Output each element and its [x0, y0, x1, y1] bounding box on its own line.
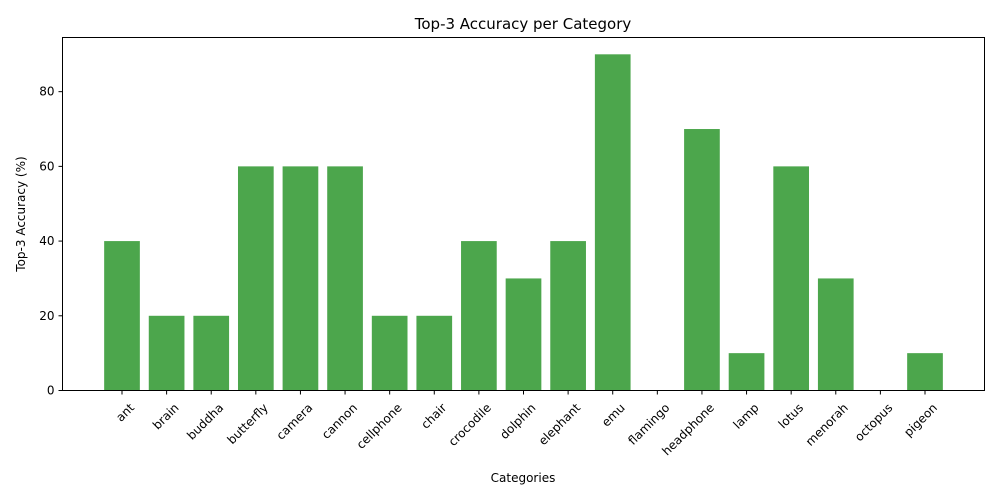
bar-butterfly	[237, 166, 274, 391]
bar-dolphin	[505, 278, 542, 391]
bar-crocodile	[461, 241, 497, 391]
bar-ant	[104, 241, 140, 391]
x-tick-label-menorah: menorah	[803, 401, 851, 449]
y-tick-label-20: 20	[39, 309, 54, 323]
y-axis-label: Top-3 Accuracy (%)	[14, 156, 28, 272]
bar-buddha	[193, 315, 230, 391]
x-tick-label-lotus: lotus	[776, 401, 807, 432]
x-tick-label-lamp: lamp	[731, 401, 762, 432]
bar-lamp	[728, 353, 765, 391]
x-axis-label: Categories	[491, 471, 556, 485]
bar-cellphone	[371, 315, 408, 391]
x-tick-label-butterfly: butterfly	[225, 401, 271, 447]
bar-lotus	[773, 166, 810, 391]
x-tick-label-octopus: octopus	[852, 401, 895, 444]
x-tick-label-emu: emu	[599, 401, 628, 430]
x-tick-label-cellphone: cellphone	[354, 401, 405, 452]
y-axis-ticks: 0 20 40 60 80	[39, 85, 63, 398]
bar-elephant	[550, 241, 586, 391]
bar-cannon	[327, 166, 363, 391]
x-tick-label-ant: ant	[113, 400, 137, 424]
bar-emu	[594, 54, 631, 391]
plot-frame	[62, 37, 985, 391]
bar-headphone	[684, 129, 720, 391]
y-tick-label-0: 0	[47, 384, 55, 398]
x-tick-label-chair: chair	[418, 401, 449, 432]
x-tick-label-dolphin: dolphin	[497, 401, 538, 442]
x-tick-label-pigeon: pigeon	[901, 401, 940, 440]
x-tick-label-crocodile: crocodile	[446, 401, 494, 449]
x-tick-label-camera: camera	[274, 401, 316, 443]
bar-chair	[416, 315, 453, 391]
x-tick-label-cannon: cannon	[319, 401, 360, 442]
bars-group	[104, 54, 943, 391]
x-tick-label-buddha: buddha	[184, 401, 226, 443]
x-tick-label-brain: brain	[150, 401, 182, 433]
bar-camera	[282, 166, 319, 391]
y-tick-label-80: 80	[39, 85, 54, 99]
y-tick-label-40: 40	[39, 234, 54, 248]
bar-menorah	[817, 278, 854, 391]
y-tick-label-60: 60	[39, 159, 54, 173]
chart-title: Top-3 Accuracy per Category	[414, 15, 632, 33]
x-tick-label-elephant: elephant	[536, 400, 584, 448]
bar-pigeon	[907, 353, 943, 391]
bar-brain	[148, 315, 185, 391]
x-tick-label-flamingo: flamingo	[625, 401, 672, 448]
